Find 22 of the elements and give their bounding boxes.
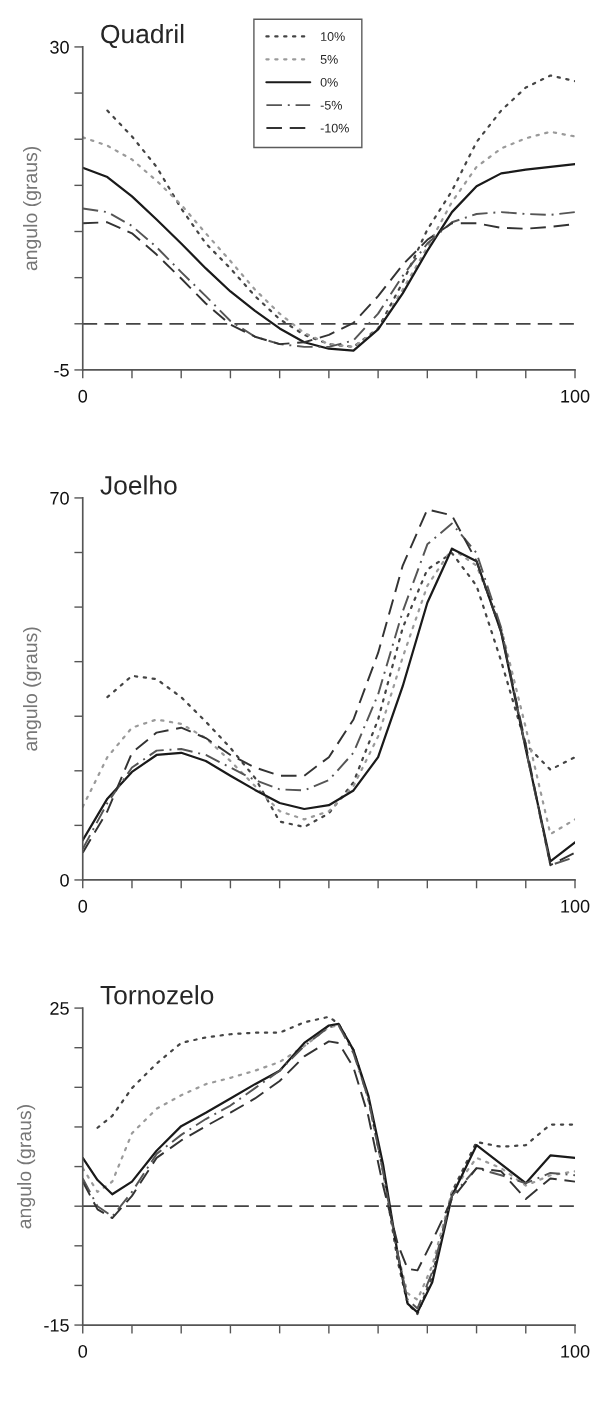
legend-label: -10% — [320, 123, 349, 133]
line-series — [82, 1040, 576, 1272]
y-tick-label: -5 — [54, 364, 69, 377]
y-tick-label: 30 — [50, 40, 69, 54]
y-tick-label: 0 — [60, 873, 69, 887]
x-tick-label: 100 — [561, 899, 590, 913]
legend-label: 0% — [320, 77, 338, 87]
x-tick-label: 100 — [561, 389, 590, 403]
legend-label: 5% — [320, 55, 338, 64]
y-tick-label: 25 — [50, 1002, 69, 1015]
chart-title: Quadril — [101, 23, 184, 49]
legend-label: 10% — [321, 32, 345, 41]
chart-title: Tornozelo — [100, 985, 214, 1005]
line-series — [82, 163, 576, 352]
y-axis-title: angulo (graus) — [17, 1105, 36, 1229]
y-axis-title: angulo (graus) — [23, 146, 42, 271]
y-axis-title: angulo (graus) — [23, 627, 42, 751]
x-tick-label: 100 — [561, 1344, 590, 1358]
chart-title: Joelho — [100, 475, 177, 495]
y-tick-label: -15 — [44, 1319, 69, 1332]
legend-label: -5% — [320, 100, 342, 110]
y-tick-label: 70 — [50, 491, 69, 505]
